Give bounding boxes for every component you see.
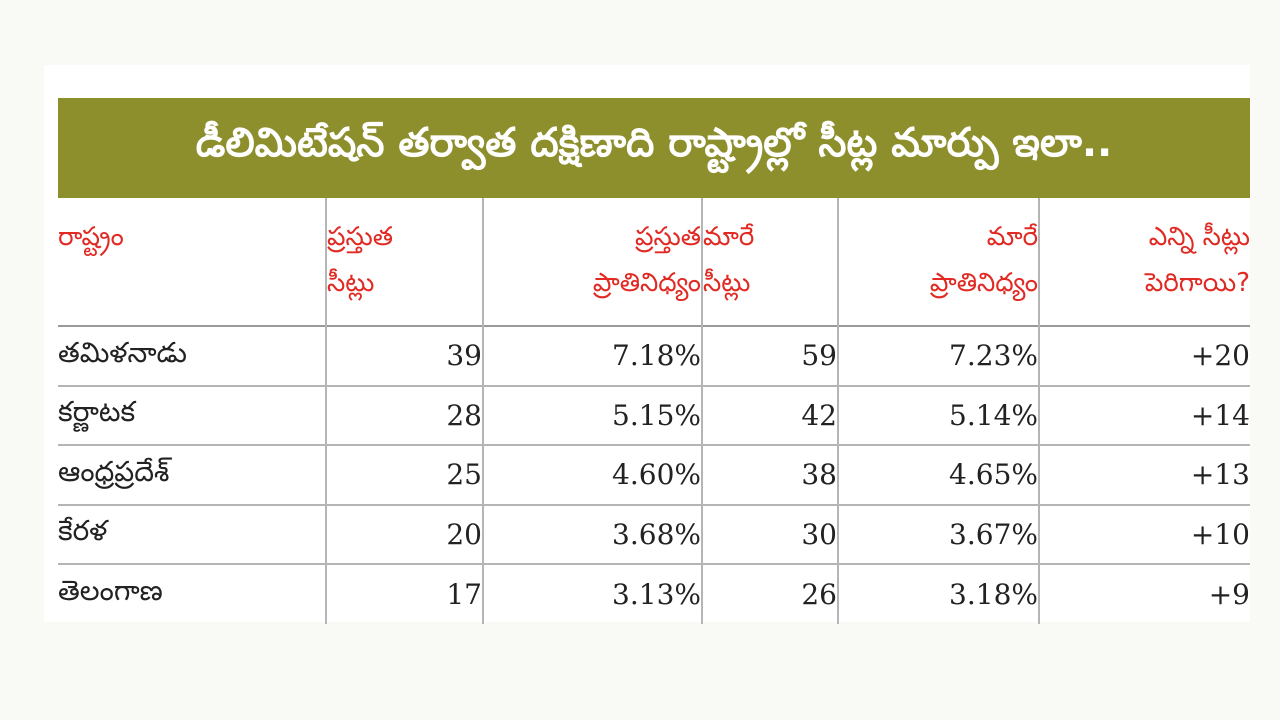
- table-row: ఆంధ్రప్రదేశ్ 25 4.60% 38 4.65% +13: [58, 444, 1250, 505]
- cell-new-share: 3.67%: [837, 503, 1039, 564]
- header-new-share-line2: ప్రాతినిధ్యం: [929, 268, 1038, 298]
- cell-new-seats: 30: [701, 503, 838, 564]
- cell-current-seats: 39: [325, 325, 483, 386]
- table-row: కర్ణాటక 28 5.15% 42 5.14% +14: [58, 384, 1250, 445]
- table-row: తమిళనాడు 39 7.18% 59 7.23% +20: [58, 325, 1250, 386]
- page-title: డీలిమిటేషన్ తర్వాత దక్షిణాది రాష్ట్రాల్ల…: [195, 120, 1113, 166]
- header-current-share-line2: ప్రాతినిధ్యం: [592, 268, 701, 298]
- table-header-row: రాష్ట్రం ప్రస్తుత సీట్లు ప్రస్తుత ప్రాతి…: [58, 198, 1250, 326]
- header-new-share-line1: మారే: [986, 222, 1038, 252]
- cell-state: తమిళనాడు: [58, 325, 326, 386]
- table-row: కేరళ 20 3.68% 30 3.67% +10: [58, 503, 1250, 564]
- table-row: తెలంగాణ 17 3.13% 26 3.18% +9: [58, 563, 1250, 624]
- header-current-seats-line1: ప్రస్తుత: [327, 222, 393, 252]
- cell-increase: +20: [1038, 325, 1250, 386]
- infographic-card: డీలిమిటేషన్ తర్వాత దక్షిణాది రాష్ట్రాల్ల…: [44, 65, 1250, 624]
- header-new-share: మారే ప్రాతినిధ్యం: [837, 198, 1039, 326]
- header-new-seats-line1: మారే: [703, 222, 755, 252]
- cell-increase: +13: [1038, 444, 1250, 505]
- header-current-seats: ప్రస్తుత సీట్లు: [325, 198, 483, 326]
- cell-new-seats: 59: [701, 325, 838, 386]
- cell-current-share: 7.18%: [482, 325, 702, 386]
- header-increase: ఎన్ని సీట్లు పెరిగాయి?: [1038, 198, 1250, 326]
- cell-new-seats: 42: [701, 384, 838, 445]
- header-new-seats-line2: సీట్లు: [703, 268, 751, 298]
- cell-current-seats: 25: [325, 444, 483, 505]
- cell-current-share: 4.60%: [482, 444, 702, 505]
- cell-new-share: 3.18%: [837, 563, 1039, 624]
- cell-new-seats: 38: [701, 444, 838, 505]
- header-current-share-line1: ప్రస్తుత: [635, 222, 701, 252]
- title-banner: డీలిమిటేషన్ తర్వాత దక్షిణాది రాష్ట్రాల్ల…: [58, 98, 1250, 198]
- cell-current-seats: 17: [325, 563, 483, 624]
- cell-current-share: 5.15%: [482, 384, 702, 445]
- cell-current-seats: 28: [325, 384, 483, 445]
- cell-increase: +9: [1038, 563, 1250, 624]
- cell-new-share: 4.65%: [837, 444, 1039, 505]
- header-current-share: ప్రస్తుత ప్రాతినిధ్యం: [482, 198, 702, 326]
- cell-state: తెలంగాణ: [58, 563, 326, 624]
- cell-state: ఆంధ్రప్రదేశ్: [58, 444, 326, 505]
- cell-current-share: 3.13%: [482, 563, 702, 624]
- header-new-seats: మారే సీట్లు: [701, 198, 838, 326]
- header-current-seats-line2: సీట్లు: [327, 268, 375, 298]
- cell-current-share: 3.68%: [482, 503, 702, 564]
- cell-increase: +14: [1038, 384, 1250, 445]
- header-increase-line2: పెరిగాయి?: [1144, 268, 1250, 298]
- cell-state: కేరళ: [58, 503, 326, 564]
- cell-new-seats: 26: [701, 563, 838, 624]
- cell-state: కర్ణాటక: [58, 384, 326, 445]
- cell-current-seats: 20: [325, 503, 483, 564]
- seat-change-table: రాష్ట్రం ప్రస్తుత సీట్లు ప్రస్తుత ప్రాతి…: [58, 198, 1250, 624]
- cell-new-share: 7.23%: [837, 325, 1039, 386]
- header-state: రాష్ట్రం: [58, 198, 326, 326]
- cell-increase: +10: [1038, 503, 1250, 564]
- header-state-line: రాష్ట్రం: [58, 222, 124, 252]
- header-increase-line1: ఎన్ని సీట్లు: [1148, 222, 1250, 252]
- cell-new-share: 5.14%: [837, 384, 1039, 445]
